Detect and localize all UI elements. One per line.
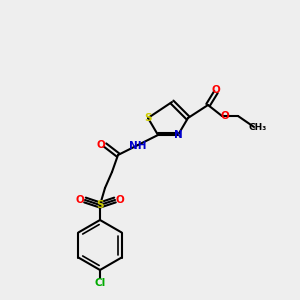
Text: N: N	[174, 130, 182, 140]
Text: O: O	[116, 195, 124, 205]
Text: O: O	[76, 195, 84, 205]
Text: S: S	[144, 113, 152, 123]
Text: O: O	[97, 140, 105, 150]
Text: O: O	[220, 111, 230, 121]
Text: O: O	[212, 85, 220, 95]
Text: NH: NH	[129, 141, 147, 151]
Text: Cl: Cl	[94, 278, 106, 288]
Text: S: S	[96, 200, 104, 210]
Text: CH₃: CH₃	[249, 122, 267, 131]
